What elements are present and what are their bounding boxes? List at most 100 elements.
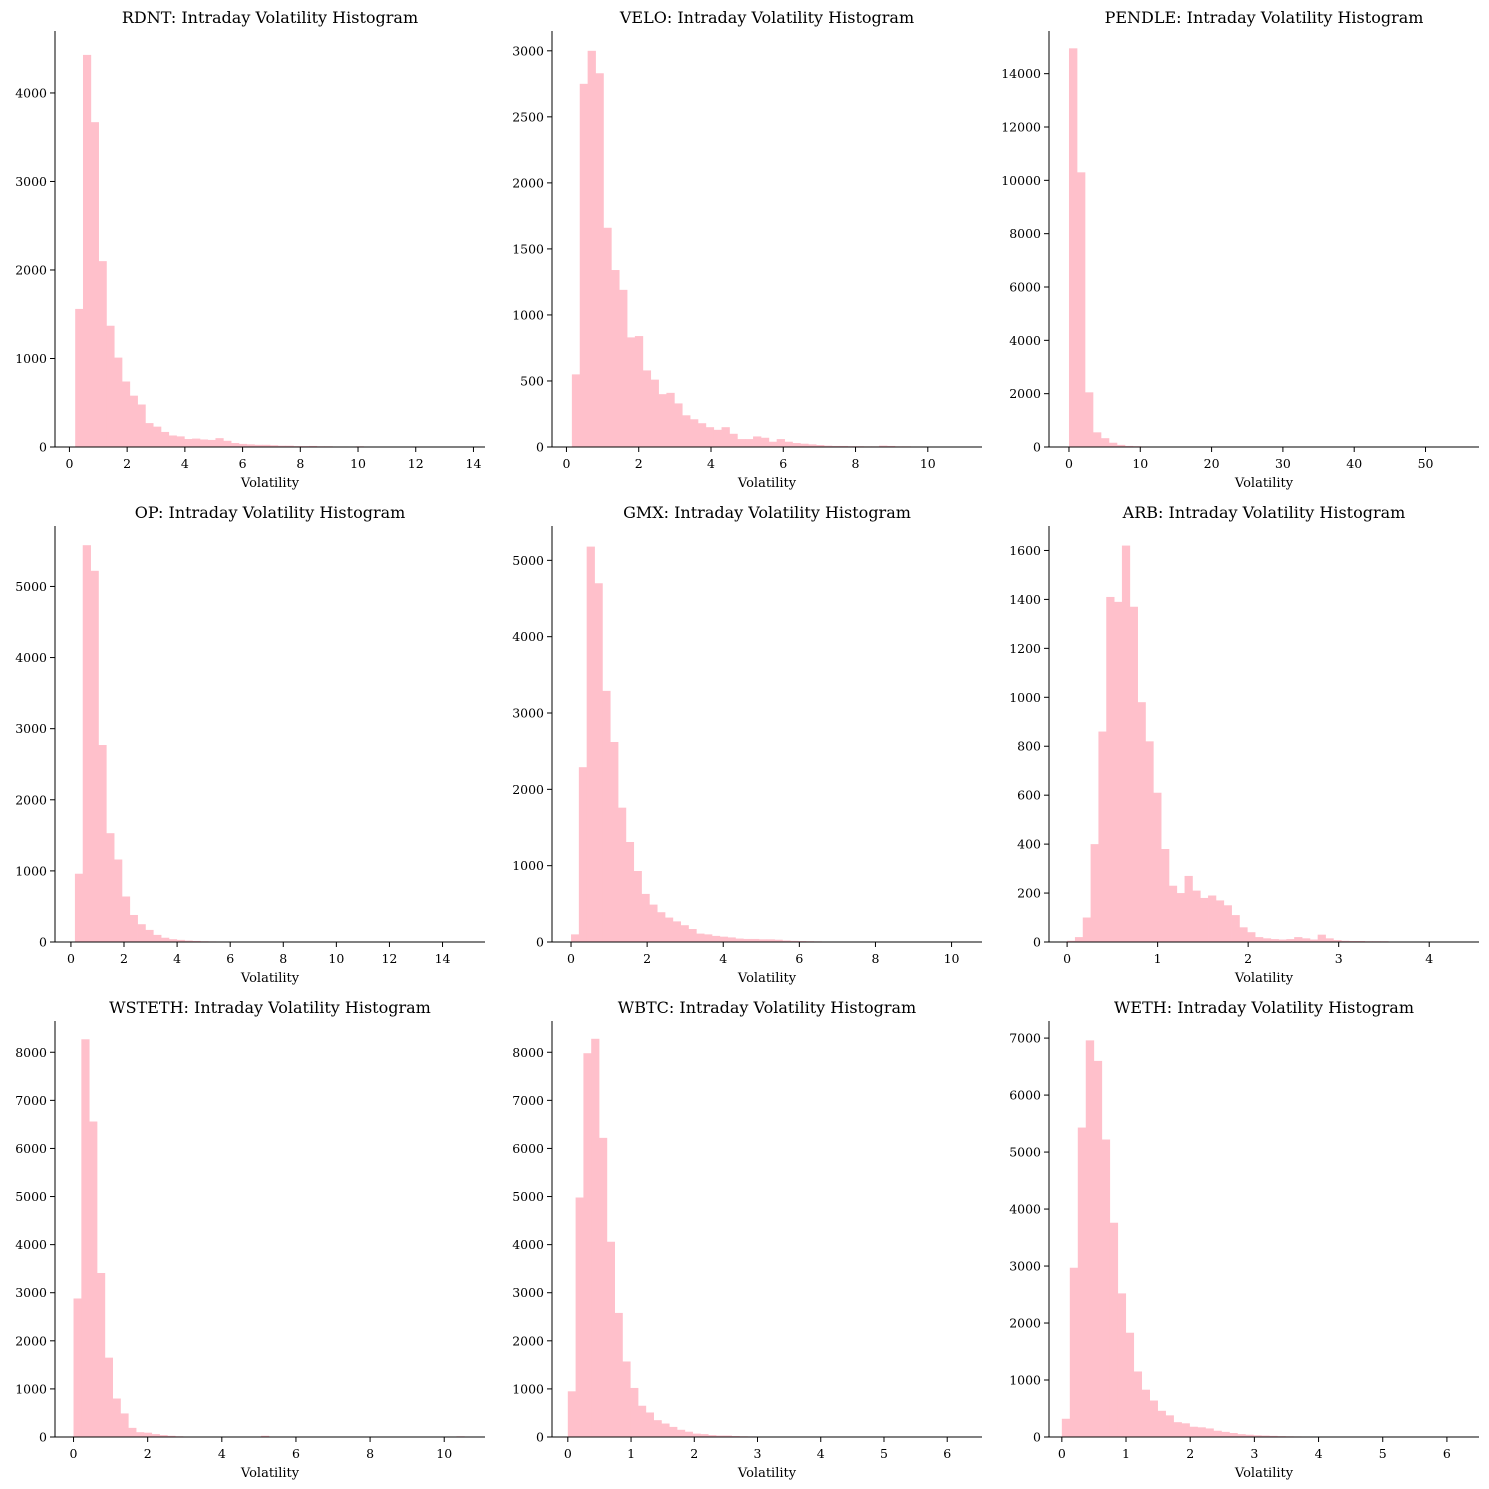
histogram-bar [1124, 445, 1134, 447]
histogram-bar [1286, 939, 1295, 942]
histogram-panel: 0 1 2 3 4 0 200 400 600 800 1000 1200 1400 1600 ARB: I… [994, 495, 1489, 991]
y-tick-label: 3000 [512, 43, 544, 58]
histogram-bar [1255, 937, 1264, 942]
histogram-bar [645, 1412, 654, 1437]
x-tick-label: 2 [1186, 1446, 1194, 1461]
x-axis-label: Volatility [1234, 971, 1294, 986]
y-tick-label: 5000 [15, 579, 47, 594]
x-tick-label: 2 [123, 456, 131, 471]
histogram-bar [586, 546, 595, 942]
y-tick-label: 0 [536, 935, 544, 950]
histogram-bar [1153, 792, 1162, 942]
histogram-bar [682, 415, 691, 447]
histogram-bar [800, 443, 809, 447]
histogram-bar [594, 583, 603, 942]
x-tick-label: 5 [1379, 1446, 1387, 1461]
histogram-bar [98, 261, 107, 447]
histogram-bar [704, 934, 713, 942]
histogram-bar [1309, 939, 1319, 942]
y-tick-label: 500 [520, 373, 544, 388]
histogram-bar [711, 935, 721, 942]
histogram-bar [137, 404, 146, 447]
histogram-bar [1245, 1434, 1254, 1437]
histogram-bar [1145, 741, 1154, 942]
x-tick-label: 6 [779, 456, 787, 471]
histogram-bar [599, 1137, 608, 1437]
y-tick-label: 4000 [15, 85, 47, 100]
histogram-bar [637, 1405, 647, 1437]
histogram-bar [137, 924, 146, 942]
histogram-chart: 0 1 2 3 4 5 6 0 1000 2000 3000 4000 5000 6000 7000 8000… [512, 998, 982, 1481]
y-tick-label: 10000 [1001, 173, 1041, 188]
y-tick-label: 600 [1017, 788, 1041, 803]
histogram-bar [89, 1121, 98, 1437]
y-tick-label: 4000 [512, 629, 544, 644]
y-tick-label: 8000 [512, 1045, 544, 1060]
histogram-bar [1229, 1433, 1238, 1437]
x-tick-label: 2 [690, 1446, 698, 1461]
histogram-bar [1317, 934, 1326, 942]
histogram-bar [160, 431, 170, 447]
histogram-panel: 0 1 2 3 4 5 6 0 1000 2000 3000 4000 5000 6000 7000 WETH… [994, 990, 1489, 1486]
histogram-bar [1116, 444, 1126, 447]
y-tick-label: 3000 [512, 1285, 544, 1300]
histogram-bar [176, 436, 185, 447]
y-tick-label: 1500 [512, 241, 544, 256]
y-tick-label: 7000 [1009, 1031, 1041, 1046]
histogram-bar [192, 940, 201, 942]
histogram-bar [254, 444, 263, 447]
histogram-bar [708, 1435, 717, 1437]
histogram-bar [98, 745, 107, 942]
x-axis-label: Volatility [737, 1466, 797, 1481]
x-tick-label: 4 [707, 456, 715, 471]
histogram-bar [610, 742, 619, 942]
histogram-bar [1141, 1389, 1150, 1437]
histogram-bar [1197, 1427, 1206, 1437]
histogram-bar [587, 50, 596, 448]
histogram-bar [1109, 1222, 1119, 1437]
x-tick-label: 1 [1154, 951, 1162, 966]
histogram-bar [207, 439, 216, 447]
histogram-bar [816, 445, 825, 447]
chart-title: RDNT: Intraday Volatility Histogram [122, 8, 418, 27]
histogram-bar [595, 73, 604, 447]
x-axis-label: Volatility [1234, 476, 1294, 491]
histogram-panel: 0 2 4 6 8 10 12 14 0 1000 2000 3000 4000 RDNT: Intrad… [0, 0, 496, 496]
histogram-bar [1098, 731, 1107, 942]
y-tick-label: 8000 [15, 1045, 47, 1060]
histogram-bar [690, 419, 699, 447]
histogram-bar [567, 1391, 577, 1437]
y-tick-label: 3000 [512, 706, 544, 721]
x-axis-label: Volatility [737, 476, 797, 491]
histogram-bar [82, 545, 91, 942]
histogram-bar [688, 929, 697, 942]
histogram-bar [575, 1197, 584, 1437]
histogram-bar [753, 436, 762, 447]
x-tick-label: 2 [635, 456, 643, 471]
y-tick-label: 2000 [15, 1333, 47, 1348]
histogram-panel: 0 2 4 6 8 10 12 14 0 1000 2000 3000 4000 5000 OP: Intr… [0, 495, 496, 991]
histogram-bar [653, 1420, 662, 1437]
y-tick-label: 1000 [512, 858, 544, 873]
histogram-bar [790, 940, 799, 942]
histogram-bar [90, 570, 99, 942]
histogram-panel: 0 1 2 3 4 5 6 0 1000 2000 3000 4000 5000 6000 7000 8000… [497, 990, 993, 1486]
y-tick-label: 2000 [15, 792, 47, 807]
x-tick-label: 4 [817, 1446, 825, 1461]
y-tick-label: 5000 [512, 1189, 544, 1204]
y-tick-label: 2000 [512, 175, 544, 190]
histogram-bar [285, 445, 294, 447]
histogram-bar [1090, 844, 1099, 942]
x-tick-label: 0 [70, 1446, 78, 1461]
x-tick-label: 6 [239, 456, 247, 471]
y-tick-label: 0 [39, 1430, 47, 1445]
histogram-bar [270, 445, 279, 447]
histogram-bar [571, 374, 581, 447]
histogram-bar [630, 1387, 639, 1437]
histogram-chart: 0 2 4 6 8 10 12 14 0 1000 2000 3000 4000 5000 OP: Intr… [15, 503, 485, 986]
y-tick-label: 3000 [15, 174, 47, 189]
histogram-bar [649, 904, 658, 942]
histogram-bar [723, 1435, 732, 1437]
histogram-panel: 0 2 4 6 8 10 0 500 1000 1500 2000 2500 3000 VELO: Int… [497, 0, 993, 496]
